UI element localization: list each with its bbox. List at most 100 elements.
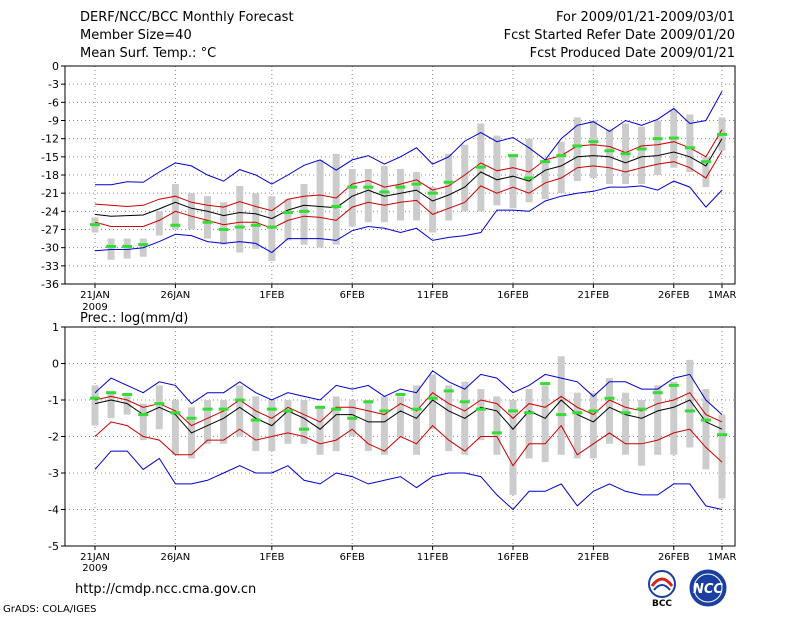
temperature-observed-mark xyxy=(122,244,133,248)
temperature-member-box xyxy=(589,120,597,179)
precipitation-observed-mark xyxy=(717,433,727,437)
precipitation-observed-mark xyxy=(282,409,293,413)
precipitation-observed-mark xyxy=(315,405,326,409)
temperature-observed-mark xyxy=(427,191,438,195)
precip-panel-title: Prec.: log(mm/d) xyxy=(80,311,188,326)
temperature-ytick-label: -27 xyxy=(41,224,59,237)
precipitation-member-box xyxy=(686,359,694,448)
precipitation-member-box xyxy=(541,385,549,463)
temperature-member-box xyxy=(638,126,646,185)
temperature-observed-mark xyxy=(411,182,422,186)
precipitation-observed-mark xyxy=(170,411,181,415)
temperature-member-box xyxy=(654,120,662,175)
temperature-member-box xyxy=(413,171,421,221)
temperature-observed-mark xyxy=(443,180,454,184)
temperature-member-box xyxy=(220,202,228,245)
source-url[interactable]: http://cmdp.ncc.cma.gov.cn xyxy=(75,582,257,597)
precipitation-member-box xyxy=(171,400,179,455)
temperature-member-box xyxy=(364,168,372,223)
precipitation-observed-mark xyxy=(186,416,197,420)
temperature-observed-mark xyxy=(347,185,358,189)
temperature-xtick-label: 26FEB xyxy=(658,290,690,301)
precipitation-observed-mark xyxy=(138,413,149,417)
precipitation-observed-mark xyxy=(668,383,679,387)
temperature-observed-mark xyxy=(218,228,229,231)
temperature-observed-mark xyxy=(652,137,663,141)
temperature-member-box xyxy=(236,185,244,253)
precipitation-observed-mark xyxy=(556,413,567,417)
temperature-xtick-label: 1MAR xyxy=(708,290,737,301)
temperature-observed-mark xyxy=(170,223,181,227)
temperature-observed-mark xyxy=(299,209,309,213)
bcc-logo-text: BCC xyxy=(652,599,672,608)
temperature-xtick-label: 6FEB xyxy=(340,290,365,301)
precipitation-xtick-label: 21FEB xyxy=(578,552,610,563)
temperature-xtick-label: 21FEB xyxy=(578,290,610,301)
precipitation-upper_inner-line xyxy=(94,392,723,427)
precipitation-observed-mark xyxy=(299,427,309,431)
variable-label: Mean Surf. Temp.: °C xyxy=(80,46,217,61)
precipitation-member-box xyxy=(477,389,485,441)
temperature-ytick-label: 0 xyxy=(52,60,59,73)
temperature-member-box xyxy=(445,153,453,221)
precipitation-member-box xyxy=(316,407,324,455)
precipitation-observed-mark xyxy=(620,411,631,415)
precipitation-ytick-label: -4 xyxy=(48,504,59,517)
temperature-observed-mark xyxy=(556,154,567,158)
precipitation-observed-mark xyxy=(572,411,583,415)
temperature-member-box xyxy=(348,168,356,227)
precipitation-xtick-label: 16FEB xyxy=(497,552,529,563)
temperature-ytick-label: -15 xyxy=(41,151,59,164)
chart-title: DERF/NCC/BCC Monthly Forecast xyxy=(80,10,294,25)
precipitation-member-box xyxy=(236,385,244,437)
temperature-member-box xyxy=(525,138,533,203)
temperature-member-box xyxy=(461,144,469,212)
precipitation-member-box xyxy=(252,396,260,452)
temperature-observed-mark xyxy=(684,146,695,150)
precipitation-xtick-sublabel: 2009 xyxy=(82,563,107,574)
precipitation-member-box xyxy=(413,385,421,455)
temperature-xtick-label: 26JAN xyxy=(160,290,190,301)
precipitation-member-box xyxy=(204,400,212,444)
temperature-xtick-label: 11FEB xyxy=(417,290,449,301)
precipitation-ytick-label: -2 xyxy=(48,431,59,444)
temperature-ytick-label: -9 xyxy=(48,115,59,128)
precipitation-observed-mark xyxy=(652,391,663,395)
ncc-logo-text: NCC xyxy=(693,582,723,597)
precipitation-member-box xyxy=(493,396,501,455)
ncc-logo: NCC xyxy=(689,569,727,607)
temperature-xtick-label: 16FEB xyxy=(497,290,529,301)
temperature-observed-mark xyxy=(379,190,390,194)
temperature-lower_outer-line xyxy=(94,180,723,254)
temperature-observed-mark xyxy=(331,204,342,208)
temperature-observed-mark xyxy=(717,132,727,136)
precipitation-member-box xyxy=(589,392,597,459)
precipitation-member-box xyxy=(573,392,581,459)
temperature-member-box xyxy=(300,184,308,245)
precipitation-member-box xyxy=(429,374,437,430)
temperature-observed-mark xyxy=(540,160,551,164)
precipitation-xtick-label: 11FEB xyxy=(417,552,449,563)
bcc-logo: BCC xyxy=(648,570,676,608)
temperature-observed-mark xyxy=(234,225,245,229)
precipitation-observed-mark xyxy=(90,396,100,400)
precipitation-observed-mark xyxy=(684,409,695,413)
precipitation-observed-mark xyxy=(411,407,422,411)
temperature-member-box xyxy=(155,211,163,236)
temperature-lower_inner-line xyxy=(94,150,723,229)
precipitation-member-box xyxy=(396,396,404,437)
precipitation-xtick-label: 26JAN xyxy=(160,552,190,563)
precipitation-member-box xyxy=(300,400,308,444)
precipitation-member-box xyxy=(718,414,726,499)
temperature-observed-mark xyxy=(250,223,261,227)
precipitation-observed-mark xyxy=(443,389,454,393)
precipitation-observed-mark xyxy=(588,409,599,413)
precipitation-observed-mark xyxy=(122,393,133,397)
precipitation-observed-mark xyxy=(266,407,277,411)
temperature-member-box xyxy=(123,238,131,259)
precipitation-observed-mark xyxy=(363,400,374,404)
temperature-member-box xyxy=(171,184,179,230)
precipitation-ytick-label: -3 xyxy=(48,467,59,480)
precipitation-observed-mark xyxy=(700,418,711,422)
